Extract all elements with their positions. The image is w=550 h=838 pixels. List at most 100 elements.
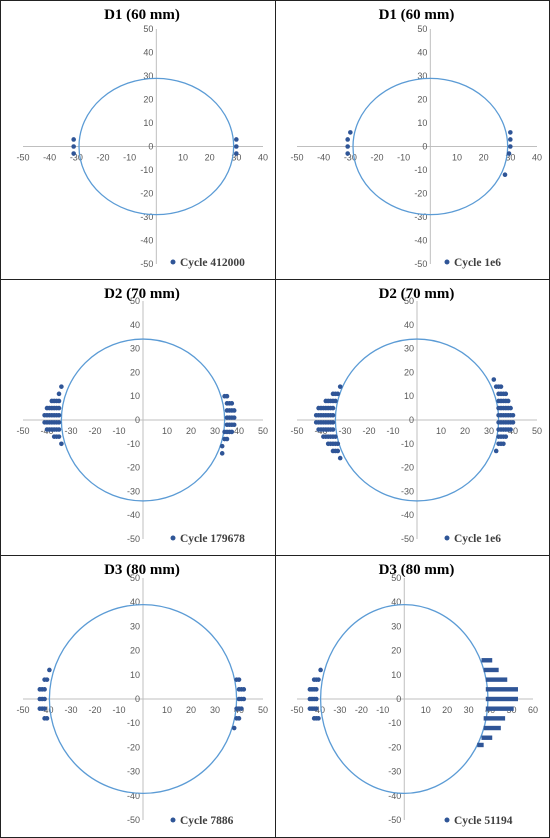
data-point	[59, 384, 64, 389]
x-tick-label: -30	[338, 426, 351, 436]
chart-title: D3 (80 mm)	[379, 562, 455, 578]
data-bar	[481, 735, 493, 740]
reference-circle	[60, 338, 226, 502]
legend-marker	[170, 535, 176, 541]
y-tick-label: -20	[140, 189, 153, 199]
data-point	[307, 696, 313, 702]
y-tick-label: -50	[388, 815, 401, 825]
x-tick-label: -30	[344, 153, 357, 163]
x-tick-label: -30	[64, 426, 77, 436]
x-tick-label: 50	[258, 705, 268, 715]
y-tick-label: 10	[143, 118, 153, 128]
data-point	[231, 725, 237, 731]
x-tick-label: -20	[88, 705, 101, 715]
y-tick-label: 50	[143, 24, 153, 34]
y-tick-label: -40	[127, 791, 140, 801]
x-tick-label: 20	[186, 705, 196, 715]
x-tick-label: -50	[16, 153, 29, 163]
y-tick-label: -10	[140, 165, 153, 175]
y-tick-label: 50	[404, 296, 414, 306]
legend-label: Cycle 179678	[180, 533, 245, 545]
data-point	[316, 427, 321, 432]
x-tick-label: 20	[186, 426, 196, 436]
chart-title: D2 (70 mm)	[104, 286, 180, 302]
x-tick-label: 60	[528, 705, 538, 715]
data-point	[42, 412, 47, 418]
data-point	[236, 677, 242, 682]
y-tick-label: -40	[140, 236, 153, 246]
data-point	[71, 151, 76, 156]
x-tick-label: 30	[484, 426, 494, 436]
y-tick-label: 0	[409, 415, 414, 425]
legend-label: Cycle 51194	[454, 815, 513, 827]
chart-panel-d3-cycle-7886: -50 -40 -30 -20 -10 10 20 30 40 50 -50 -40 -30 -20 -10…	[0, 555, 276, 838]
data-point	[239, 706, 244, 711]
y-tick-label: 10	[130, 670, 140, 680]
y-tick-label: 10	[417, 118, 427, 128]
data-point	[313, 420, 319, 425]
chart-svg: -50 -40 -30 -20 -10 10 20 30 40 -50 -40 -30 -20 -10 0 1…	[290, 7, 542, 269]
reference-circle	[48, 603, 238, 795]
data-point	[345, 144, 350, 149]
y-tick-label: 40	[417, 48, 427, 58]
y-tick-label: 10	[404, 391, 414, 401]
y-tick-label: 40	[130, 597, 140, 607]
y-tick-label: 30	[130, 621, 140, 631]
x-tick-label: -30	[64, 705, 77, 715]
chart-panel-d2-cycle-1e6: -50-40-30-20-101020304050-50-40-30-20-10…	[275, 279, 550, 556]
data-point	[219, 443, 225, 449]
data-point	[318, 667, 323, 673]
y-tick-label: -40	[388, 791, 401, 801]
y-tick-label: 40	[391, 597, 401, 607]
chart-panel-d1-cycle-1e6: -50 -40 -30 -20 -10 10 20 30 40 -50 -40 -30 -20 -10 0 1…	[275, 0, 550, 280]
y-tick-label: -20	[127, 742, 140, 752]
data-point	[234, 144, 239, 149]
x-tick-label: 10	[436, 426, 446, 436]
x-tick-label: -20	[88, 426, 101, 436]
x-tick-label: 30	[210, 705, 220, 715]
data-point	[508, 130, 513, 135]
x-tick-label: 40	[508, 426, 518, 436]
x-tick-label: 10	[162, 705, 172, 715]
data-point	[44, 405, 50, 411]
data-point	[345, 151, 350, 156]
y-tick-label: -30	[127, 486, 140, 496]
data-point	[508, 427, 513, 432]
data-point	[37, 696, 43, 702]
data-bar	[485, 706, 514, 711]
data-point	[493, 448, 499, 454]
legend-marker	[170, 817, 176, 823]
y-tick-label: 0	[135, 694, 140, 704]
x-tick-label: -50	[290, 153, 303, 163]
data-bar	[481, 658, 493, 663]
data-point	[37, 687, 43, 692]
y-tick-label: -40	[401, 510, 414, 520]
reference-circle	[334, 338, 500, 502]
data-point	[241, 687, 247, 692]
data-point	[505, 398, 511, 404]
y-tick-label: 50	[130, 296, 140, 306]
y-tick-label: 20	[404, 367, 414, 377]
x-tick-label: 40	[258, 153, 268, 163]
data-point	[307, 687, 313, 692]
y-tick-label: 30	[417, 71, 427, 81]
data-bar	[483, 725, 501, 731]
y-tick-label: -10	[414, 165, 427, 175]
x-tick-label: 10	[421, 705, 431, 715]
x-tick-label: -40	[43, 153, 56, 163]
y-tick-label: -10	[127, 439, 140, 449]
x-tick-label: -10	[397, 153, 410, 163]
data-point	[345, 137, 350, 142]
legend-label: Cycle 7886	[180, 815, 234, 827]
x-tick-label: -10	[386, 426, 399, 436]
x-tick-label: -30	[70, 153, 83, 163]
y-tick-label: 20	[143, 95, 153, 105]
data-point	[229, 429, 235, 435]
data-point	[224, 436, 230, 442]
y-tick-label: -50	[127, 534, 140, 544]
y-tick-label: -30	[401, 486, 414, 496]
data-point	[337, 384, 343, 389]
chart-svg: -50-40-30-20-101020304050-50-40-30-20-10…	[16, 286, 268, 545]
data-point	[348, 130, 353, 135]
y-tick-label: -40	[127, 510, 140, 520]
